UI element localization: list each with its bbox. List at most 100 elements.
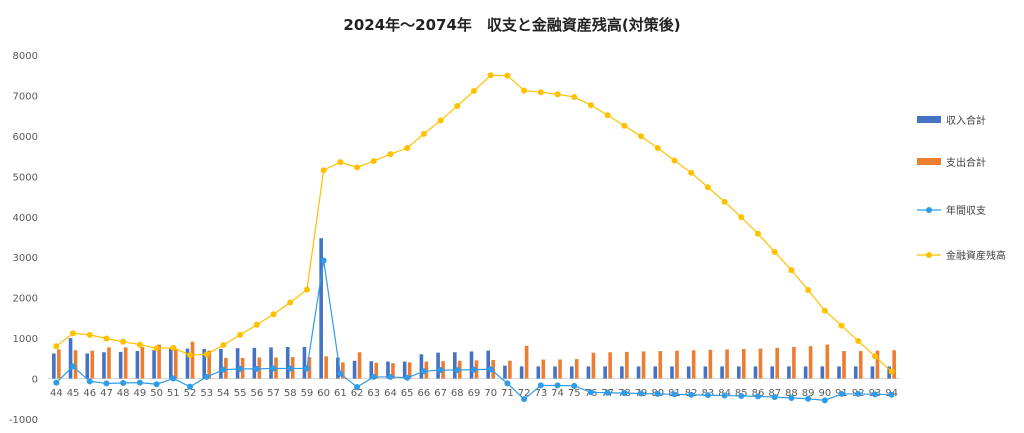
- bar-income: [720, 366, 724, 379]
- annual-balance-point: [788, 394, 795, 401]
- bar-expense: [90, 350, 95, 379]
- bar-income: [219, 349, 223, 379]
- x-tick-label: 48: [117, 388, 130, 399]
- x-tick-label: 89: [802, 388, 815, 399]
- annual-balance-point: [638, 390, 645, 397]
- bar-income: [486, 350, 491, 379]
- legend-item-2-label: 年間収支: [946, 204, 986, 217]
- x-tick-label: 69: [468, 388, 481, 399]
- asset-balance-point: [838, 322, 845, 329]
- asset-balance-point: [571, 94, 578, 101]
- bar-income: [152, 350, 156, 379]
- asset-balance-point: [888, 368, 895, 375]
- bar-income: [536, 366, 541, 379]
- annual-balance-point: [821, 397, 828, 404]
- bar-income: [736, 366, 741, 379]
- annual-balance-point: [838, 390, 845, 397]
- bar-expense: [775, 347, 780, 379]
- bar-expense: [658, 351, 663, 379]
- asset-balance-point: [871, 353, 878, 360]
- asset-balance-point: [504, 72, 511, 79]
- bar-expense: [324, 356, 328, 379]
- annual-balance-point: [471, 366, 477, 373]
- bar-expense: [758, 348, 763, 379]
- x-tick-label: 66: [418, 388, 431, 399]
- bar-income: [837, 366, 841, 379]
- asset-balance-point: [70, 330, 77, 337]
- asset-balance-point: [153, 345, 160, 352]
- asset-balance-point: [303, 286, 310, 293]
- x-tick-label: 51: [167, 388, 180, 399]
- bar-expense: [574, 359, 579, 379]
- legend-item-3-label: 金融資産残高: [946, 249, 1006, 262]
- annual-balance-point: [354, 384, 361, 391]
- x-tick-label: 50: [150, 388, 163, 399]
- bar-expense: [591, 352, 596, 379]
- asset-balance-point: [738, 214, 745, 221]
- bar-income: [235, 348, 240, 379]
- asset-balance-point: [237, 331, 244, 338]
- asset-balance-point: [805, 286, 812, 293]
- asset-balance-point: [270, 311, 277, 318]
- bar-income: [285, 347, 290, 379]
- annual-balance-point: [387, 373, 394, 380]
- x-tick-label: 72: [518, 388, 531, 399]
- asset-balance-point: [638, 133, 645, 140]
- asset-balance-point: [704, 184, 711, 191]
- annual-balance-point: [554, 382, 561, 389]
- bar-expense: [508, 360, 512, 379]
- legend-item-0-label: 収入合計: [946, 114, 986, 127]
- bar-income: [185, 348, 190, 379]
- asset-balance-point: [354, 164, 361, 171]
- y-tick-label: 3000: [13, 253, 38, 264]
- x-tick-label: 59: [301, 388, 314, 399]
- chart-title: 2024年～2074年 収支と金融資産残高(対策後): [343, 16, 681, 34]
- x-tick-label: 55: [234, 388, 247, 399]
- annual-balance-point: [521, 396, 528, 403]
- y-tick-label: 6000: [13, 132, 38, 143]
- bar-income: [770, 366, 775, 379]
- annual-balance-point: [738, 392, 745, 399]
- annual-balance-point: [303, 365, 310, 372]
- asset-balance-point: [203, 351, 210, 358]
- bar-expense: [140, 347, 145, 379]
- annual-balance-point: [404, 374, 411, 381]
- bar-income: [85, 353, 90, 379]
- bar-income: [52, 353, 56, 379]
- legend-item-0-swatch: [917, 116, 941, 123]
- bar-income: [352, 360, 357, 379]
- bar-income: [519, 366, 524, 379]
- bar-expense: [892, 350, 896, 379]
- annual-balance-point: [587, 389, 594, 396]
- bar-expense: [123, 347, 128, 379]
- x-tick-label: 45: [67, 388, 80, 399]
- bar-expense: [190, 341, 195, 379]
- bar-expense: [357, 352, 362, 379]
- bar-income: [135, 351, 140, 379]
- asset-balance-point: [387, 151, 394, 158]
- asset-balance-point: [253, 321, 260, 328]
- bar-income: [636, 366, 641, 379]
- bar-income: [252, 347, 257, 379]
- annual-balance-line: [55, 260, 892, 402]
- bar-income: [202, 349, 207, 379]
- y-tick-label: 5000: [13, 172, 38, 183]
- bar-income: [319, 238, 323, 379]
- bar-income: [102, 352, 106, 379]
- bar-expense: [875, 350, 880, 379]
- y-tick-label: 7000: [13, 91, 38, 102]
- bar-income: [553, 366, 557, 379]
- bar-expense: [341, 362, 345, 379]
- x-tick-label: 64: [384, 388, 397, 399]
- asset-balance-point: [53, 343, 60, 350]
- bar-income: [419, 354, 424, 379]
- bar-expense: [725, 349, 729, 379]
- annual-balance-point: [287, 365, 294, 372]
- bar-expense: [73, 350, 78, 379]
- bar-expense: [808, 346, 813, 379]
- line-layer: [53, 72, 895, 404]
- bar-income: [336, 357, 340, 379]
- asset-balance-point: [721, 198, 728, 205]
- x-tick-label: 68: [451, 388, 464, 399]
- annual-balance-point: [437, 367, 444, 374]
